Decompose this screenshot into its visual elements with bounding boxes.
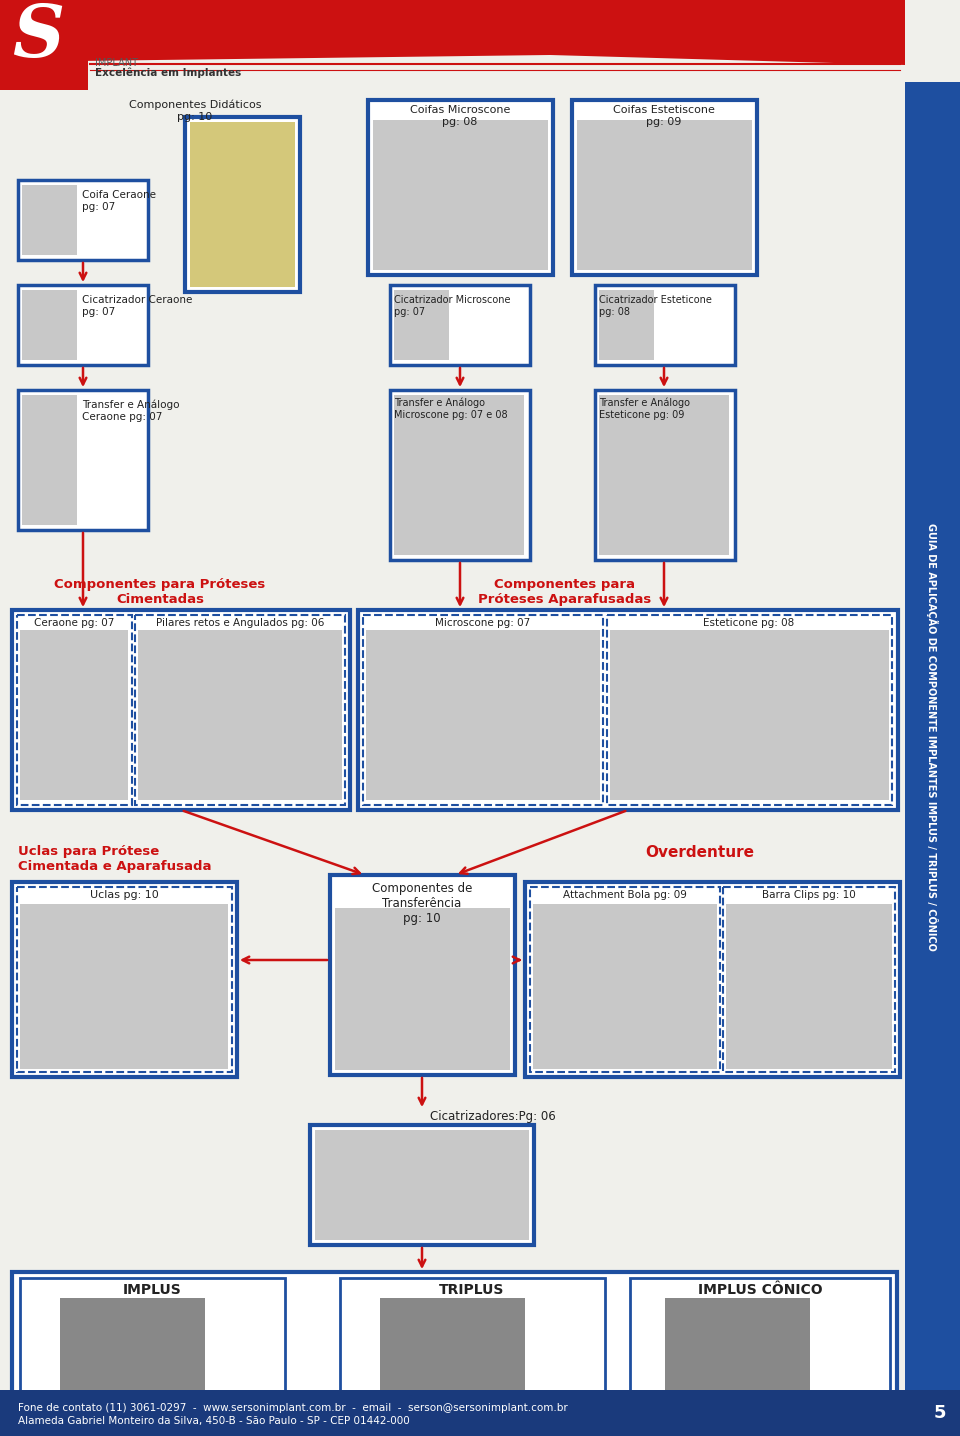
Text: Uclas pg: 10: Uclas pg: 10 [89, 890, 158, 900]
Text: Cicatrizador Ceraone
pg: 07: Cicatrizador Ceraone pg: 07 [82, 294, 192, 316]
Bar [12, 610, 350, 810]
Bar [18, 391, 148, 530]
Bar [530, 887, 720, 1073]
Bar [390, 391, 530, 560]
Bar [190, 122, 295, 287]
Bar [599, 395, 729, 554]
Text: 5: 5 [934, 1404, 947, 1422]
Bar [17, 887, 232, 1073]
Bar [607, 615, 892, 806]
Bar [18, 180, 148, 260]
Bar [595, 284, 735, 365]
Bar [905, 82, 960, 1391]
Text: Coifa Ceraone
pg: 07: Coifa Ceraone pg: 07 [82, 190, 156, 211]
Text: Ceraone pg: 07: Ceraone pg: 07 [34, 617, 114, 628]
Bar [363, 615, 603, 806]
Text: IMPLUS: IMPLUS [123, 1282, 181, 1297]
Text: Transfer e Análogo
Ceraone pg: 07: Transfer e Análogo Ceraone pg: 07 [82, 401, 180, 422]
Bar [22, 185, 77, 256]
Text: SERSON®: SERSON® [95, 46, 173, 60]
Text: TRIPLUS: TRIPLUS [440, 1282, 505, 1297]
Bar [726, 905, 892, 1068]
Text: Transfer e Análogo
Microscone pg: 07 e 08: Transfer e Análogo Microscone pg: 07 e 0… [394, 398, 508, 421]
Text: Transfer e Análogo
Esteticone pg: 09: Transfer e Análogo Esteticone pg: 09 [599, 398, 690, 421]
Text: Cicatrizador Microscone
pg: 07: Cicatrizador Microscone pg: 07 [394, 294, 511, 316]
Bar [394, 395, 524, 554]
Text: Excelência em Implantes: Excelência em Implantes [95, 67, 241, 79]
Bar [310, 1124, 534, 1245]
Text: Microscone pg: 07: Microscone pg: 07 [436, 617, 531, 628]
Bar [335, 908, 510, 1070]
Text: Componentes Didáticos
pg: 10: Componentes Didáticos pg: 10 [129, 101, 261, 122]
Bar [533, 905, 717, 1068]
Text: S: S [12, 1, 64, 72]
Text: Barra Clips pg: 10: Barra Clips pg: 10 [762, 890, 856, 900]
Text: GUIA DE APLICAÇÃO DE COMPONENTE IMPLANTES IMPLUS / TRIPLUS / CÔNICO: GUIA DE APLICAÇÃO DE COMPONENTE IMPLANTE… [926, 523, 938, 951]
Bar [20, 905, 228, 1068]
Bar [330, 875, 515, 1076]
Bar [138, 630, 342, 800]
Text: Cicatrizador Esteticone
pg: 08: Cicatrizador Esteticone pg: 08 [599, 294, 712, 316]
Bar [610, 630, 889, 800]
Bar [60, 1298, 205, 1413]
Bar [135, 615, 345, 806]
Bar [723, 887, 895, 1073]
Text: IMPLUS CÔNICO: IMPLUS CÔNICO [698, 1282, 823, 1297]
Bar [380, 1298, 525, 1413]
Text: Pilares retos e Angulados pg: 06: Pilares retos e Angulados pg: 06 [156, 617, 324, 628]
Bar [315, 1130, 529, 1241]
Bar [572, 101, 757, 276]
Bar [358, 610, 898, 810]
Text: Overdenture: Overdenture [645, 844, 755, 860]
Bar [366, 630, 600, 800]
Text: Coifas Microscone
pg: 08: Coifas Microscone pg: 08 [410, 105, 510, 126]
Bar [394, 290, 449, 360]
Bar [22, 395, 77, 526]
Text: Coifas Estetiscone
pg: 09: Coifas Estetiscone pg: 09 [613, 105, 715, 126]
Bar [12, 882, 237, 1077]
Bar [368, 101, 553, 276]
Polygon shape [0, 0, 905, 65]
Bar [630, 1278, 890, 1422]
Bar [390, 284, 530, 365]
Bar [665, 1298, 810, 1413]
Bar [373, 121, 548, 270]
Bar [525, 882, 900, 1077]
Bar [12, 1272, 897, 1427]
Bar [22, 290, 77, 360]
Bar [599, 290, 654, 360]
Text: Alameda Gabriel Monteiro da Silva, 450-B - São Paulo - SP - CEP 01442-000: Alameda Gabriel Monteiro da Silva, 450-B… [18, 1416, 410, 1426]
Text: Uclas para Prótese
Cimentada e Aparafusada: Uclas para Prótese Cimentada e Aparafusa… [18, 844, 211, 873]
Text: Fone de contato (11) 3061-0297  -  www.sersonimplant.com.br  -  email  -  serson: Fone de contato (11) 3061-0297 - www.ser… [18, 1403, 567, 1413]
Text: IMPLANT: IMPLANT [95, 57, 138, 67]
Bar [577, 121, 752, 270]
Bar [0, 1390, 960, 1436]
Bar [595, 391, 735, 560]
Polygon shape [0, 0, 88, 90]
Text: Attachment Bola pg: 09: Attachment Bola pg: 09 [564, 890, 687, 900]
Text: Componentes para
Próteses Aparafusadas: Componentes para Próteses Aparafusadas [478, 579, 652, 606]
Bar [18, 284, 148, 365]
Bar [20, 630, 128, 800]
Text: Cicatrizadores:Pg: 06: Cicatrizadores:Pg: 06 [430, 1110, 556, 1123]
Text: Esteticone pg: 08: Esteticone pg: 08 [704, 617, 795, 628]
Bar [17, 615, 132, 806]
Bar [20, 1278, 285, 1422]
Bar [340, 1278, 605, 1422]
Bar [185, 116, 300, 292]
Text: Componentes de
Transferência
pg: 10: Componentes de Transferência pg: 10 [372, 882, 472, 925]
Text: Componentes para Próteses
Cimentadas: Componentes para Próteses Cimentadas [55, 579, 266, 606]
